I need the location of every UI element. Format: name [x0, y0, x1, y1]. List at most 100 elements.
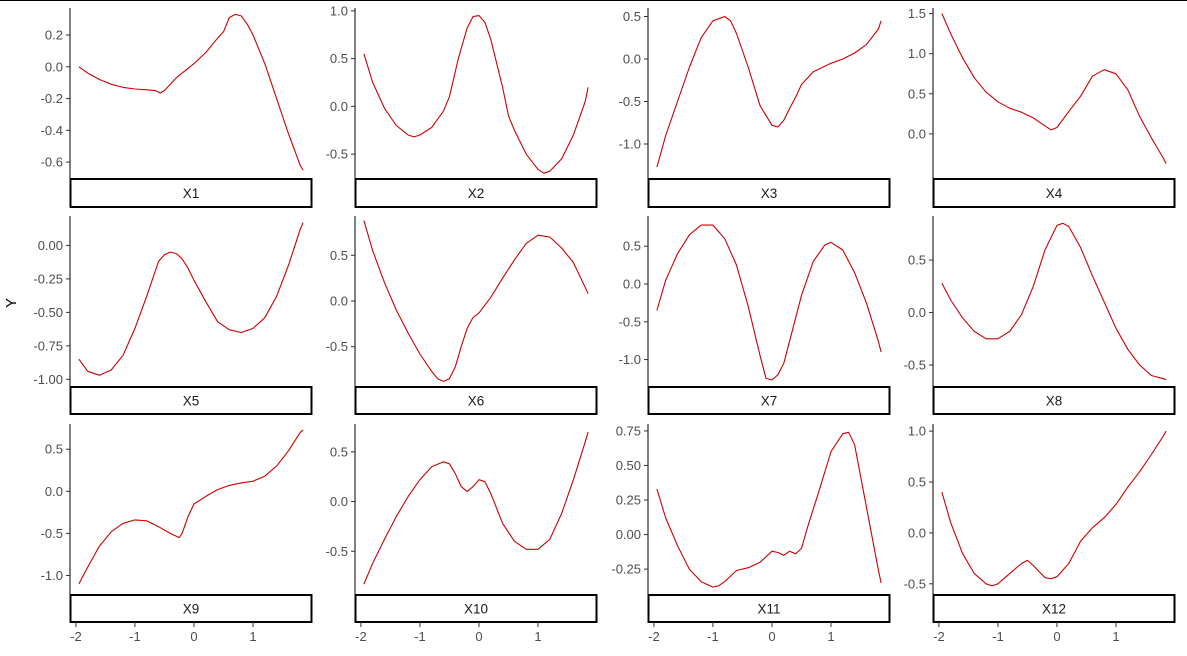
- y-tick-label: 0.0: [908, 525, 926, 540]
- series-line-X12: [941, 430, 1167, 587]
- facet-panel-X9: 0.5 0.0 -0.5 -1.0 X9 -2 -1 0 1: [41, 424, 313, 644]
- strip-label-box: [354, 386, 598, 415]
- strip-label-box: [932, 386, 1176, 415]
- x-tick-label: 0: [475, 629, 482, 644]
- facet-panel-X4: 1.5 1.0 0.5 0.0 X4: [908, 6, 1176, 208]
- y-tick-label: 0.0: [330, 99, 348, 114]
- strip-label: X10: [464, 602, 488, 617]
- series-line-X7: [656, 224, 882, 381]
- y-tick-label: 0.5: [908, 253, 926, 268]
- series-line-X11: [656, 431, 882, 588]
- y-tick-label: 0.5: [623, 239, 641, 254]
- y-tick-label: -0.2: [41, 91, 63, 106]
- series-line-X2: [363, 15, 589, 174]
- y-tick-label: 0.5: [330, 51, 348, 66]
- facet-panel-X11: 0.75 0.50 0.25 0.00 -0.25 X11 -2 -1 0 1: [611, 423, 891, 644]
- y-tick-label: 0.5: [908, 86, 926, 101]
- strip-label-box: [69, 594, 313, 623]
- strip-label-box: [354, 178, 598, 208]
- x-tick-label: -1: [992, 629, 1004, 644]
- series-line-X10: [363, 431, 589, 585]
- series-line-X5: [78, 222, 304, 376]
- series-line-X3: [656, 15, 882, 168]
- y-tick-label: -1.00: [33, 372, 63, 387]
- y-tick-label: 0.0: [45, 59, 63, 74]
- strip-label-box: [69, 386, 313, 415]
- x-tick-label: -2: [933, 629, 945, 644]
- y-tick-label: -0.75: [33, 338, 63, 353]
- x-tick-label: 1: [827, 629, 834, 644]
- y-tick-label: -0.50: [33, 305, 63, 320]
- y-tick-label: 0.75: [616, 423, 641, 438]
- y-tick-label: -1.0: [41, 568, 63, 583]
- x-tick-label: 1: [534, 629, 541, 644]
- y-tick-label: 1.0: [908, 424, 926, 439]
- facet-panel-X2: 1.0 0.5 0.0 -0.5 X2: [326, 3, 598, 208]
- y-tick-label: 0.0: [623, 52, 641, 67]
- strip-label: X3: [761, 186, 778, 201]
- y-tick-label: 0.0: [908, 305, 926, 320]
- y-tick-label: -0.5: [619, 314, 641, 329]
- strip-label: X12: [1042, 602, 1066, 617]
- facet-panel-X5: 0.00 -0.25 -0.50 -0.75 -1.00 X5: [33, 216, 313, 415]
- x-tick-label: 0: [1053, 629, 1060, 644]
- facet-panel-X12: 1.0 0.5 0.0 -0.5 X12 -2 -1 0 1: [904, 424, 1176, 644]
- x-tick-label: 1: [1112, 629, 1119, 644]
- x-tick-label: -2: [355, 629, 367, 644]
- x-tick-label: -2: [70, 629, 82, 644]
- y-tick-label: 1.5: [908, 6, 926, 21]
- y-tick-label: -0.5: [326, 339, 348, 354]
- series-line-X4: [941, 13, 1167, 164]
- y-tick-label: -1.0: [619, 352, 641, 367]
- y-tick-label: 0.5: [330, 444, 348, 459]
- y-tick-label: 0.0: [330, 494, 348, 509]
- y-tick-label: -0.5: [904, 576, 926, 591]
- y-tick-label: 0.0: [623, 277, 641, 292]
- x-tick-label: -1: [707, 629, 719, 644]
- y-tick-label: -0.5: [41, 526, 63, 541]
- y-tick-label: 0.2: [45, 28, 63, 43]
- strip-label: X1: [183, 186, 200, 201]
- x-tick-label: -1: [414, 629, 426, 644]
- strip-label-box: [69, 178, 313, 208]
- y-tick-label: -0.25: [33, 271, 63, 286]
- facet-panel-X1: 0.2 0.0 -0.2 -0.4 -0.6 X1: [41, 8, 313, 208]
- series-line-X9: [78, 429, 304, 585]
- strip-label: X11: [757, 602, 780, 617]
- y-tick-label: 1.0: [908, 46, 926, 61]
- y-tick-label: 1.0: [330, 3, 348, 18]
- y-tick-label: 0.0: [330, 294, 348, 309]
- y-tick-label: -0.4: [41, 123, 63, 138]
- y-tick-label: -0.5: [619, 94, 641, 109]
- y-tick-label: 0.0: [908, 126, 926, 141]
- series-line-X6: [363, 220, 589, 382]
- y-tick-label: -0.5: [326, 147, 348, 162]
- strip-label: X5: [183, 394, 200, 409]
- strip-label-box: [647, 178, 891, 208]
- y-tick-label: -0.5: [904, 358, 926, 373]
- y-tick-label: 0.0: [45, 484, 63, 499]
- y-tick-label: -1.0: [619, 137, 641, 152]
- x-tick-label: 0: [768, 629, 775, 644]
- strip-label: X7: [761, 394, 778, 409]
- strip-label: X8: [1046, 394, 1063, 409]
- y-tick-label: 0.25: [616, 493, 641, 508]
- y-tick-label: -0.6: [41, 155, 63, 170]
- y-tick-label: -0.25: [611, 562, 641, 577]
- x-tick-label: -1: [129, 629, 141, 644]
- strip-label: X6: [468, 394, 485, 409]
- y-axis-label: Y: [3, 298, 20, 308]
- strip-label-box: [647, 386, 891, 415]
- strip-label: X9: [183, 602, 200, 617]
- y-tick-label: 0.00: [38, 238, 63, 253]
- facet-panel-X6: 0.5 0.0 -0.5 X6: [326, 216, 598, 415]
- series-line-X1: [78, 13, 304, 171]
- strip-label: X2: [468, 186, 485, 201]
- y-tick-label: 0.5: [45, 442, 63, 457]
- x-tick-label: 0: [190, 629, 197, 644]
- y-tick-label: 0.50: [616, 458, 641, 473]
- strip-label-box: [932, 594, 1176, 623]
- y-tick-label: 0.5: [623, 9, 641, 24]
- y-tick-label: 0.5: [330, 248, 348, 263]
